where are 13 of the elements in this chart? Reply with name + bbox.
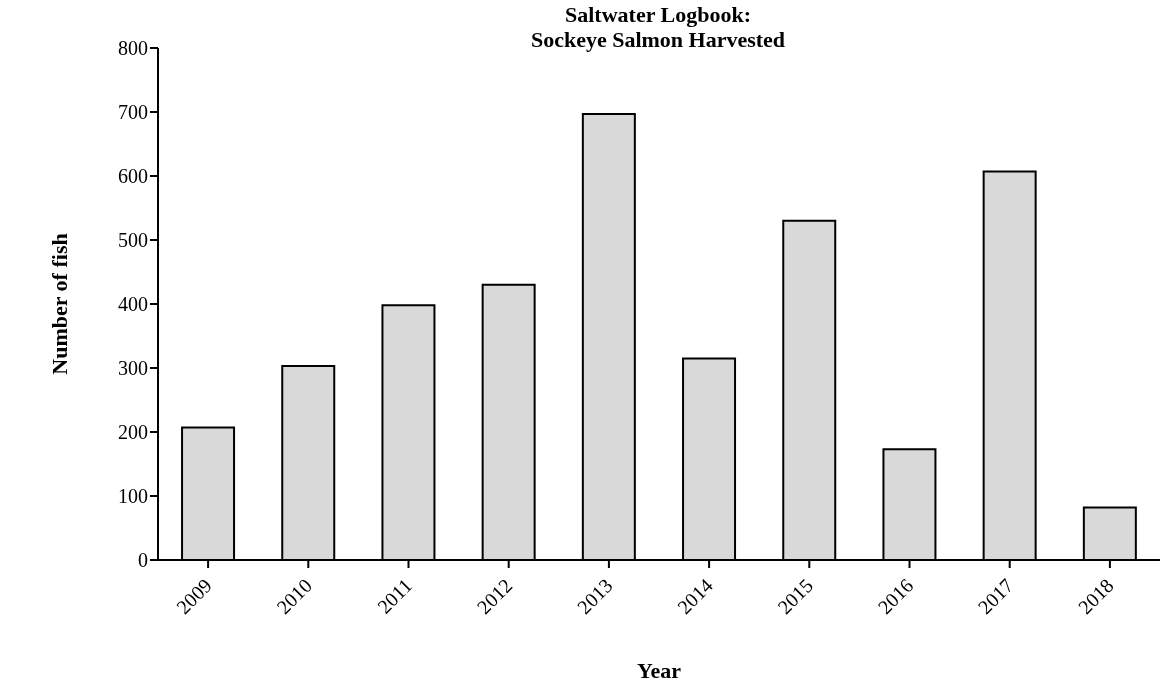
y-tick-label: 400 — [118, 293, 148, 316]
y-tick-label: 0 — [138, 549, 148, 572]
y-tick-label: 100 — [118, 485, 148, 508]
x-tick-label: 2011 — [372, 574, 417, 618]
x-axis-title: Year — [636, 658, 682, 684]
y-tick-label: 300 — [118, 357, 148, 380]
y-axis-title: Number of fish — [47, 233, 73, 375]
y-tick-label: 700 — [118, 101, 148, 124]
y-tick-label: 600 — [118, 165, 148, 188]
y-tick-label: 200 — [118, 421, 148, 444]
chart-title: Saltwater Logbook: Sockeye Salmon Harvested — [529, 2, 787, 52]
y-tick-label: 500 — [118, 229, 148, 252]
y-tick-label: 800 — [118, 37, 148, 60]
